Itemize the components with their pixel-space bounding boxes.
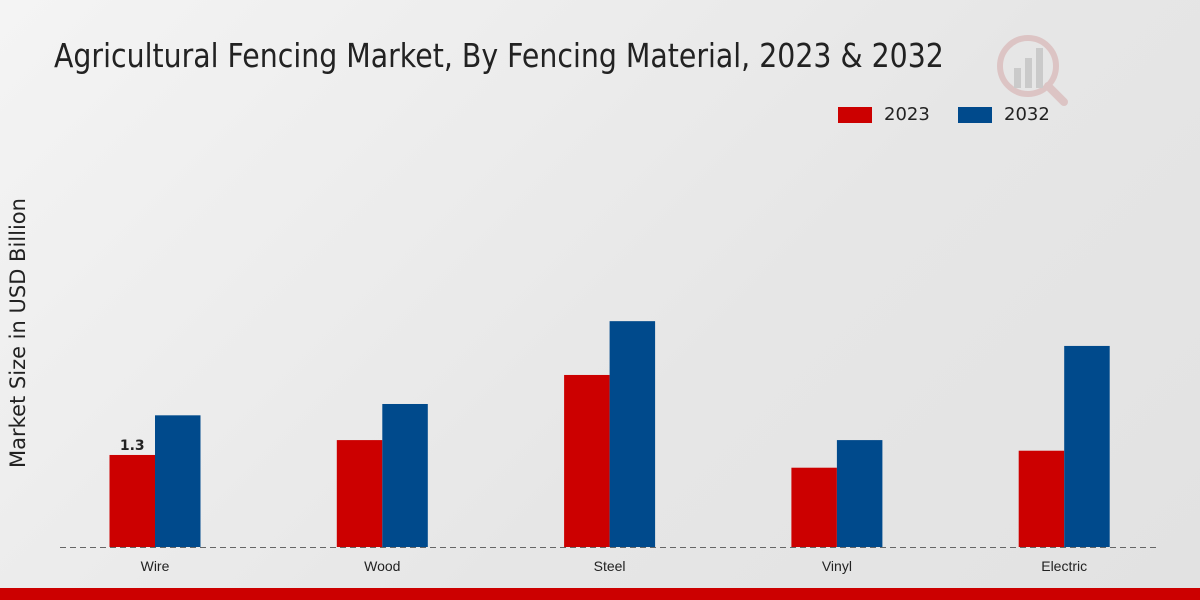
x-tick-label: Wood — [364, 558, 400, 574]
bar-electric-2032 — [1064, 345, 1110, 547]
legend-item-2032: 2032 — [958, 104, 1050, 125]
legend-item-2023: 2023 — [838, 104, 930, 125]
bar-electric-2023 — [1018, 450, 1065, 547]
bar-steel-2032 — [609, 321, 656, 547]
x-tick-label: Electric — [1041, 558, 1087, 574]
legend-label-2023: 2023 — [884, 104, 930, 125]
chart-title: Agricultural Fencing Market, By Fencing … — [54, 36, 944, 75]
x-tick-label: Steel — [594, 558, 626, 574]
x-tick-label: Wire — [141, 558, 170, 574]
watermark-logo-icon — [992, 30, 1072, 110]
bottom-accent-bar — [0, 588, 1200, 600]
bar-vinyl-2032 — [836, 440, 883, 547]
legend-swatch-2023 — [838, 106, 872, 123]
legend-label-2032: 2032 — [1004, 104, 1050, 125]
x-tick-label: Vinyl — [822, 558, 852, 574]
bar-vinyl-2023 — [791, 467, 837, 547]
data-label: 1.3 — [120, 438, 145, 454]
bar-wood-2023 — [336, 440, 383, 547]
bar-wire-2032 — [155, 415, 201, 547]
legend-swatch-2032 — [958, 106, 992, 123]
bar-wood-2032 — [382, 403, 428, 547]
bar-steel-2023 — [564, 374, 610, 547]
bar-wire-2023 — [109, 454, 155, 547]
